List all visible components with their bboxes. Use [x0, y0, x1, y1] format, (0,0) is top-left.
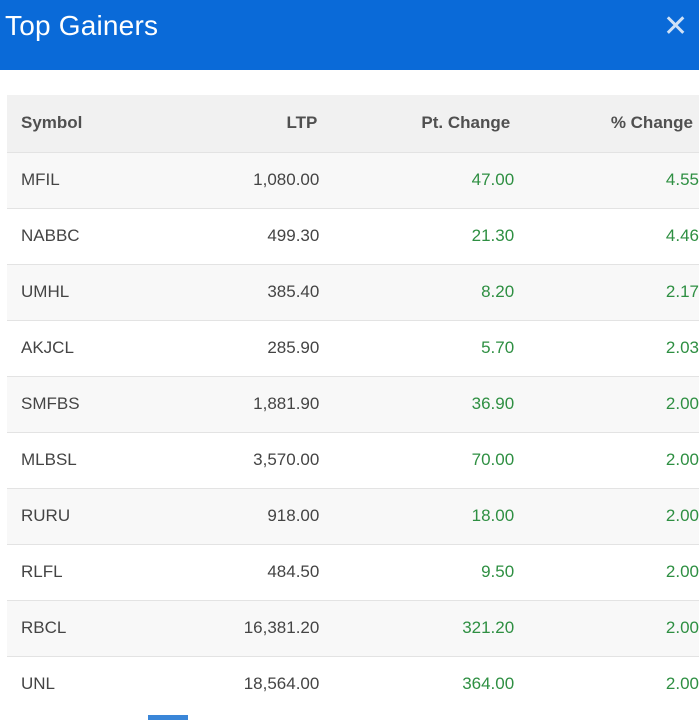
- gainers-table: Symbol LTP Pt. Change % Change MFIL 1,08…: [7, 95, 699, 712]
- cell-pt-change: 364.00: [462, 674, 515, 694]
- cell-pct-change: 2.00: [665, 394, 699, 413]
- cell-ltp: 499.30: [267, 226, 320, 245]
- scrollbar-thumb[interactable]: [148, 715, 188, 720]
- cell-pt-change: 36.90: [471, 394, 515, 413]
- cell-pct-change: 4.46: [665, 226, 699, 245]
- column-header-ltp[interactable]: LTP: [286, 113, 318, 133]
- cell-pt-change: 5.70: [481, 338, 515, 357]
- cell-pct-change: 2.00: [665, 506, 699, 525]
- close-icon[interactable]: ✕: [663, 10, 689, 43]
- cell-symbol: AKJCL: [21, 338, 74, 357]
- cell-pct-change: 2.17: [665, 282, 699, 301]
- cell-ltp: 3,570.00: [253, 450, 320, 469]
- cell-ltp: 1,080.00: [253, 170, 320, 189]
- cell-ltp: 285.90: [267, 338, 320, 357]
- cell-symbol: RLFL: [21, 562, 63, 581]
- table-row[interactable]: NABBC 499.30 21.30 4.46: [7, 208, 699, 264]
- cell-ltp: 385.40: [267, 282, 320, 301]
- cell-pt-change: 321.20: [462, 618, 515, 637]
- table-row[interactable]: UMHL 385.40 8.20 2.17: [7, 264, 699, 320]
- gainers-table-container: Symbol LTP Pt. Change % Change MFIL 1,08…: [7, 95, 699, 712]
- cell-symbol: UNL: [21, 674, 56, 694]
- cell-pt-change: 70.00: [471, 450, 515, 469]
- cell-pt-change: 9.50: [481, 562, 515, 581]
- cell-symbol: RURU: [21, 506, 71, 525]
- cell-ltp: 18,564.00: [243, 674, 320, 694]
- cell-pt-change: 21.30: [471, 226, 515, 245]
- cell-symbol: MFIL: [21, 170, 60, 189]
- table-row[interactable]: RLFL 484.50 9.50 2.00: [7, 544, 699, 600]
- table-row[interactable]: AKJCL 285.90 5.70 2.03: [7, 320, 699, 376]
- column-header-symbol[interactable]: Symbol: [21, 113, 83, 133]
- cell-pct-change: 2.00: [665, 674, 699, 694]
- cell-pt-change: 18.00: [471, 506, 515, 525]
- table-row[interactable]: MLBSL 3,570.00 70.00 2.00: [7, 432, 699, 488]
- cell-pt-change: 47.00: [471, 170, 515, 189]
- column-header-pt-change[interactable]: Pt. Change: [421, 113, 511, 133]
- cell-pct-change: 2.00: [665, 618, 699, 637]
- cell-pct-change: 2.00: [665, 450, 699, 469]
- modal-title: Top Gainers: [5, 10, 159, 41]
- table-row[interactable]: SMFBS 1,881.90 36.90 2.00: [7, 376, 699, 432]
- column-header-pct-change[interactable]: % Change: [610, 113, 693, 133]
- cell-symbol: RBCL: [21, 618, 67, 637]
- cell-ltp: 16,381.20: [243, 618, 320, 637]
- cell-ltp: 484.50: [267, 562, 320, 581]
- table-row[interactable]: RBCL 16,381.20 321.20 2.00: [7, 600, 699, 656]
- cell-pt-change: 8.20: [481, 282, 515, 301]
- cell-ltp: 1,881.90: [253, 394, 320, 413]
- table-row[interactable]: MFIL 1,080.00 47.00 4.55: [7, 152, 699, 208]
- table-row[interactable]: RURU 918.00 18.00 2.00: [7, 488, 699, 544]
- cell-symbol: UMHL: [21, 282, 70, 301]
- cell-symbol: SMFBS: [21, 394, 80, 413]
- modal-header: Top Gainers ✕: [0, 0, 699, 70]
- table-row[interactable]: UNL 18,564.00 364.00 2.00: [7, 656, 699, 712]
- cell-pct-change: 2.00: [665, 562, 699, 581]
- table-header: Symbol LTP Pt. Change % Change: [7, 95, 699, 152]
- cell-pct-change: 4.55: [665, 170, 699, 189]
- cell-symbol: NABBC: [21, 226, 80, 245]
- header-row: Symbol LTP Pt. Change % Change: [7, 95, 699, 152]
- cell-pct-change: 2.03: [665, 338, 699, 357]
- cell-ltp: 918.00: [267, 506, 320, 525]
- cell-symbol: MLBSL: [21, 450, 77, 469]
- table-body: MFIL 1,080.00 47.00 4.55 NABBC 499.30 21…: [7, 152, 699, 712]
